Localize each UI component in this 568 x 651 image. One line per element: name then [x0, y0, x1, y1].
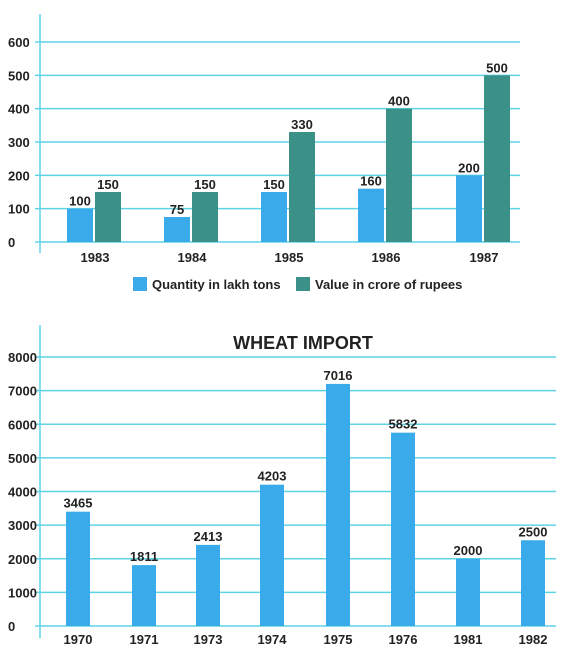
y-tick-label: 5000 [8, 451, 37, 466]
legend-swatch-value [296, 277, 310, 291]
bar-value-1983 [95, 192, 121, 242]
x-tick-label: 1986 [372, 250, 401, 265]
y-tick-label: 6000 [8, 417, 37, 432]
y-tick-label: 0 [8, 619, 15, 634]
y-tick-label: 600 [8, 35, 30, 50]
data-label: 2500 [519, 524, 548, 539]
y-tick-label: 7000 [8, 384, 37, 399]
y-tick-label: 400 [8, 102, 30, 117]
data-label: 160 [360, 174, 382, 189]
data-label: 200 [458, 160, 480, 175]
y-tick-label: 4000 [8, 485, 37, 500]
chart-quantity-value: 0 100 200 300 400 500 600 100 150 1983 75 150 1984 15… [8, 14, 520, 292]
x-tick-label: 1974 [258, 632, 288, 647]
data-label: 500 [486, 60, 508, 75]
x-tick-label: 1982 [519, 632, 548, 647]
bar-value-1984 [192, 192, 218, 242]
bar-value-1985 [289, 132, 315, 242]
data-label: 100 [69, 194, 91, 209]
x-tick-label: 1987 [470, 250, 499, 265]
bar-value-1986 [386, 108, 412, 243]
bar-wheat-import-1973 [196, 544, 220, 626]
bar-value-1987 [484, 75, 510, 242]
y-tick-label: 8000 [8, 350, 37, 365]
bar-quantity-1983 [67, 208, 93, 242]
data-label: 400 [388, 94, 410, 109]
x-tick-label: 1983 [81, 250, 110, 265]
y-tick-label: 3000 [8, 518, 37, 533]
chart-title: WHEAT IMPORT [233, 333, 373, 353]
x-tick-label: 1981 [454, 632, 483, 647]
data-label: 5832 [389, 417, 418, 432]
x-tick-label: 1973 [194, 632, 223, 647]
bar-wheat-import-1981 [456, 558, 480, 626]
x-tick-label: 1975 [324, 632, 353, 647]
legend-label-quantity: Quantity in lakh tons [152, 277, 281, 292]
bar-quantity-1984 [164, 217, 190, 242]
bar-wheat-import-1970 [66, 511, 90, 626]
data-label: 3465 [64, 496, 93, 511]
chart-wheat-import: 0 1000 2000 3000 4000 5000 6000 7000 8000 WHEAT I… [8, 325, 556, 647]
data-label: 2413 [194, 529, 223, 544]
bar-quantity-1985 [261, 192, 287, 242]
bar-wheat-import-1974 [260, 484, 284, 626]
data-label: 150 [97, 177, 119, 192]
data-label: 1811 [130, 549, 158, 564]
x-tick-label: 1976 [389, 632, 418, 647]
x-tick-label: 1985 [275, 250, 304, 265]
bar-quantity-1987 [456, 175, 482, 242]
data-label: 330 [291, 117, 313, 132]
y-tick-label: 0 [8, 235, 15, 250]
data-label: 4203 [258, 469, 287, 484]
x-tick-label: 1970 [64, 632, 93, 647]
legend-swatch-quantity [133, 277, 147, 291]
y-tick-label: 500 [8, 68, 30, 83]
y-tick-label: 100 [8, 202, 30, 217]
data-label: 2000 [454, 543, 483, 558]
data-label: 7016 [324, 368, 353, 383]
y-tick-label: 200 [8, 168, 30, 183]
y-tick-label: 1000 [8, 585, 37, 600]
legend-label-value: Value in crore of rupees [315, 277, 462, 292]
bar-wheat-import-1976 [391, 432, 415, 626]
bar-quantity-1986 [358, 188, 384, 242]
data-label: 150 [263, 177, 285, 192]
x-tick-label: 1971 [130, 632, 159, 647]
x-tick-label: 1984 [178, 250, 208, 265]
bar-wheat-import-1971 [132, 565, 156, 626]
y-tick-label: 300 [8, 135, 30, 150]
y-tick-label: 2000 [8, 552, 37, 567]
bar-wheat-import-1982 [521, 540, 545, 626]
data-label: 150 [194, 177, 216, 192]
data-label: 75 [170, 202, 184, 217]
bar-wheat-import-1975 [326, 383, 350, 626]
